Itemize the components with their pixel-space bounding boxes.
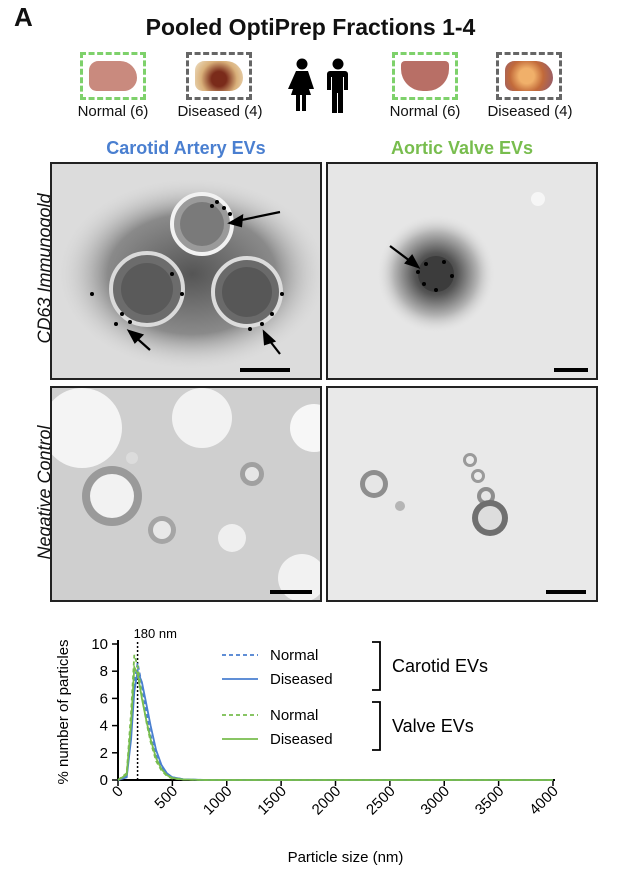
tissue-image: [401, 61, 449, 91]
male-person-icon: [327, 58, 348, 113]
arrow-icon: [389, 245, 421, 269]
annotation-180nm: 180 nm: [134, 626, 177, 641]
micrograph-valve-cd63: [326, 162, 598, 380]
x-axis-label: Particle size (nm): [288, 849, 404, 866]
series-line-valve-evs-diseased: [117, 663, 553, 781]
legend-group-label: Carotid EVs: [392, 656, 488, 676]
thumb-label: Diseased (4): [487, 103, 573, 120]
legend-entry-label: Diseased: [270, 671, 333, 688]
scale-bar: [546, 590, 586, 594]
chart-legend: Normal Diseased Carotid EVs Normal Diseased V…: [222, 641, 488, 751]
figure-title: Pooled OptiPrep Fractions 1-4: [145, 14, 476, 40]
legend-group-label: Valve EVs: [392, 716, 474, 736]
x-tick-label: 3000: [417, 783, 453, 819]
x-tick-label: 1000: [200, 783, 236, 819]
y-tick-label: 4: [100, 718, 108, 735]
tissue-thumb-valve-normal: [392, 52, 458, 100]
person-icons: [288, 58, 348, 113]
series-line-carotid-evs-normal: [117, 662, 553, 781]
x-tick-label: 4000: [526, 783, 562, 819]
y-tick-label: 6: [100, 690, 108, 707]
thumb-label: Normal (6): [389, 103, 461, 120]
scale-bar: [554, 368, 588, 372]
micrograph-carotid-cd63: [50, 162, 322, 380]
y-tick-label: 10: [91, 636, 108, 653]
tissue-image: [89, 61, 137, 91]
legend-bracket: [372, 641, 381, 691]
scale-bar: [270, 590, 312, 594]
column-header-carotid: Carotid Artery EVs: [106, 138, 266, 158]
tissue-thumb-valve-diseased: [496, 52, 562, 100]
thumb-label: Normal (6): [77, 103, 149, 120]
micrograph-valve-negative: [326, 386, 598, 602]
tissue-thumb-carotid-normal: [80, 52, 146, 100]
tissue-image: [195, 61, 243, 91]
tissue-image: [505, 61, 553, 91]
legend-entry-label: Diseased: [270, 731, 333, 748]
x-tick-label: 2000: [309, 783, 345, 819]
chart-series: [117, 654, 553, 781]
column-header-valve: Aortic Valve EVs: [390, 138, 534, 158]
y-tick-label: 0: [100, 772, 108, 789]
y-axis-label: % number of particles: [55, 639, 72, 784]
micrograph-image: [52, 388, 320, 600]
x-tick-label: 1500: [254, 783, 290, 819]
micrograph-image: [52, 164, 320, 378]
legend-bracket: [372, 701, 381, 751]
female-person-icon: [288, 58, 314, 111]
y-tick-label: 2: [100, 745, 108, 762]
panel-letter: A: [14, 2, 33, 32]
micrograph-image: [328, 388, 596, 600]
thumb-label: Diseased (4): [177, 103, 263, 120]
micrograph-carotid-negative: [50, 386, 322, 602]
y-tick-label: 8: [100, 663, 108, 680]
tissue-thumb-carotid-diseased: [186, 52, 252, 100]
series-line-carotid-evs-diseased: [117, 667, 553, 781]
legend-entry-label: Normal: [270, 647, 318, 664]
arrow-icon: [126, 210, 281, 355]
legend-entry-label: Normal: [270, 707, 318, 724]
scale-bar: [240, 368, 290, 372]
x-tick-label: 2500: [363, 783, 399, 819]
x-tick-label: 500: [151, 783, 181, 813]
x-tick-label: 3500: [472, 783, 508, 819]
micrograph-image: [328, 164, 596, 378]
